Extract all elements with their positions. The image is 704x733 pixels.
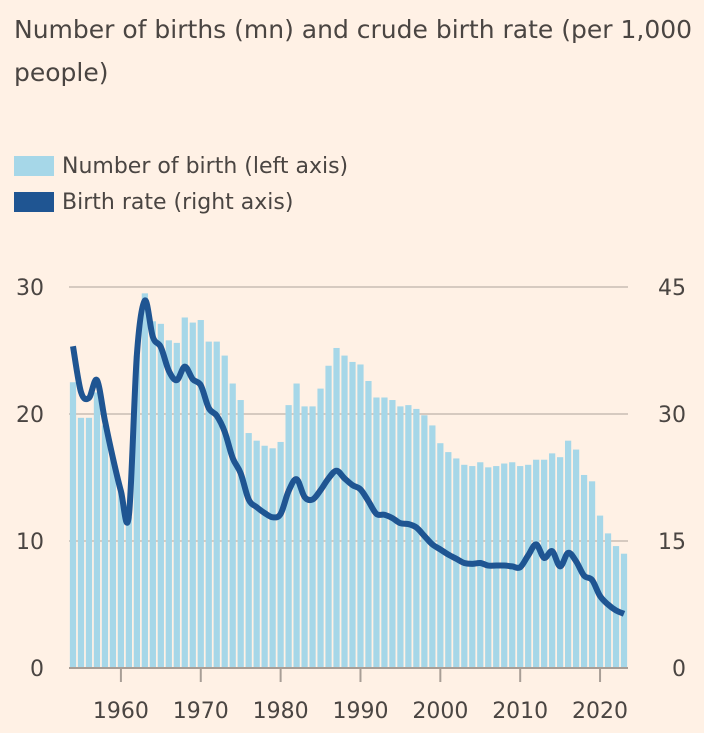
bar [549,453,556,668]
bar [69,382,77,668]
bar [341,355,348,668]
chart-title: Number of births (mn) and crude birth ra… [14,15,693,87]
bar [413,408,420,668]
bar [381,397,388,668]
x-tick-label: 1970 [173,699,229,724]
bar [213,341,220,668]
bar [245,433,252,668]
bar [365,380,372,668]
right-tick-label: 0 [672,657,686,682]
bar [453,458,460,668]
left-tick-label: 10 [16,530,44,555]
bar [205,341,212,668]
bar [101,425,109,668]
bar [357,364,364,668]
legend-swatch-births [14,156,54,176]
legend-item-births: Number of birth (left axis) [14,148,348,184]
legend-item-rate: Birth rate (right axis) [14,184,348,220]
bar [349,361,356,668]
bar [317,388,324,668]
bar [373,397,380,668]
bar [229,383,236,668]
x-tick-label: 1990 [332,699,388,724]
x-tick-label: 2010 [492,699,548,724]
right-tick-label: 45 [658,276,686,301]
bar [309,406,316,668]
bar [117,491,125,668]
bar [525,464,532,668]
bar [173,342,180,668]
bar [165,340,172,668]
bar [277,441,284,668]
bar [301,406,308,668]
bar [421,415,428,668]
bar [189,322,196,668]
bar [445,452,452,668]
bar [85,417,93,668]
bar [588,481,596,668]
legend-label-births: Number of birth (left axis) [62,153,349,179]
bar [389,400,396,668]
bar [293,383,300,668]
bar [269,448,276,668]
bar [181,317,188,668]
x-tick-label: 2000 [412,699,468,724]
legend-swatch-rate [14,192,54,212]
bar [437,443,444,668]
bar [157,323,164,668]
bar [469,466,476,668]
x-tick-label: 2020 [572,699,628,724]
x-tick-label: 1980 [253,699,309,724]
bar [261,445,268,668]
left-tick-label: 20 [16,403,44,428]
bar [253,440,260,668]
bar [77,417,85,668]
right-tick-label: 30 [658,403,686,428]
bar [149,321,156,668]
bar [461,464,468,668]
bar [541,459,548,668]
bar [93,392,101,668]
birth-rate-line [70,297,626,617]
legend-label-rate: Birth rate (right axis) [62,189,294,215]
bar [221,355,228,668]
left-tick-label: 30 [16,276,44,301]
bar [405,405,412,668]
bar [109,458,117,668]
bar [237,400,244,668]
bar [333,347,340,668]
legend: Number of birth (left axis) Birth rate (… [14,148,348,220]
bar [325,365,332,668]
bar [125,516,133,668]
bar [285,405,292,668]
bar [141,293,148,668]
bar [133,355,140,668]
bar [397,406,404,668]
bar [197,320,204,668]
right-tick-label: 15 [658,530,686,555]
x-tick-label: 1960 [93,699,149,724]
bar [533,459,540,668]
left-tick-label: 0 [30,657,44,682]
